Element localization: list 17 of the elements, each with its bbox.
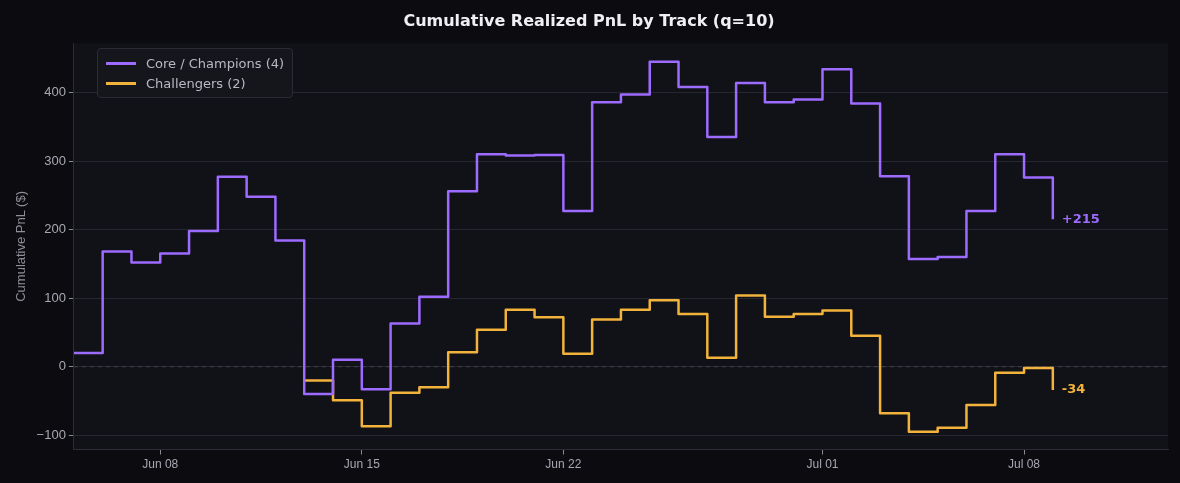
legend-label: Core / Champions (4) <box>146 55 285 71</box>
chart-title: Cumulative Realized PnL by Track (q=10) <box>403 10 775 30</box>
y-tick-label: 300 <box>44 152 66 168</box>
legend-label: Challengers (2) <box>146 75 246 91</box>
y-tick-label: 200 <box>44 221 66 237</box>
annotation: +215 <box>1061 210 1100 226</box>
y-tick-label: −100 <box>36 426 66 442</box>
x-tick-label: Jun 22 <box>545 457 582 472</box>
y-axis-title: Cumulative PnL ($) <box>13 191 29 302</box>
y-tick-label: 400 <box>44 84 66 100</box>
x-tick-label: Jul 01 <box>806 457 839 472</box>
y-tick-label: 0 <box>58 358 66 374</box>
x-tick-label: Jun 08 <box>142 457 179 472</box>
y-tick-label: 100 <box>44 289 66 305</box>
annotation: -34 <box>1061 381 1086 397</box>
x-tick-label: Jun 15 <box>343 457 381 472</box>
x-tick-label: Jul 08 <box>1008 457 1041 472</box>
